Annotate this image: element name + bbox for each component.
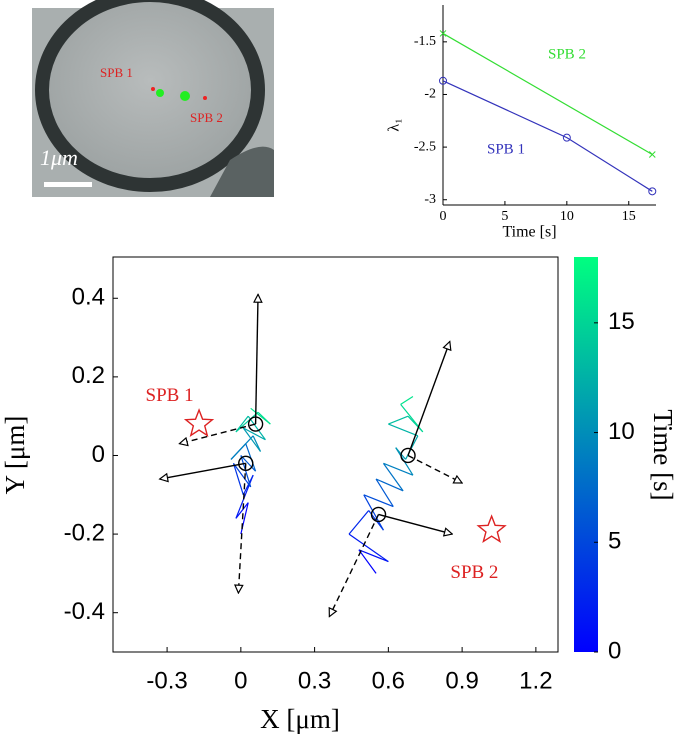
y-axis-label: λ₁	[386, 118, 403, 131]
trajectory-segment	[235, 502, 249, 519]
arrow	[407, 454, 462, 484]
center-marker	[238, 455, 254, 472]
scale-bar	[44, 182, 92, 187]
arrow	[329, 514, 380, 616]
point	[562, 133, 571, 142]
colorbar-label: Time [s]	[648, 409, 678, 500]
colorbar-tick-label: 5	[608, 528, 621, 555]
trajectory-segment	[358, 549, 389, 563]
x-axis-label: Time [s]	[502, 224, 556, 241]
star-marker	[183, 408, 215, 437]
x-tick-label: 10	[560, 209, 574, 224]
x-tick-label: 0.9	[445, 667, 478, 694]
series-line	[442, 32, 653, 155]
trajectory-segment	[250, 407, 271, 425]
trajectory-segment	[230, 435, 254, 460]
y-tick-label: -2.5	[414, 139, 436, 154]
trajectory-segment	[242, 427, 261, 452]
trajectory-segment	[242, 474, 254, 496]
colorbar-tick-label: 0	[608, 637, 621, 664]
series-line	[442, 80, 653, 192]
y-tick-label: 0	[92, 441, 105, 468]
trajectory-segment	[232, 463, 244, 495]
trajectory-segment	[358, 549, 377, 574]
star-label: SPB 1	[146, 385, 194, 406]
colorbar	[574, 257, 598, 652]
arrow	[407, 342, 450, 456]
y-tick-label: -1.5	[414, 34, 436, 49]
trajectory-segment	[348, 510, 370, 535]
y-tick-label: -2	[424, 87, 436, 102]
x-tick-label: 1.2	[519, 667, 552, 694]
trajectory-segment	[232, 462, 252, 488]
image-label: SPB 2	[190, 110, 223, 125]
trajectory-segment	[363, 494, 394, 508]
y-tick-label: -0.2	[64, 519, 105, 546]
trajectory-segment	[388, 415, 409, 425]
scale-label: 1μm	[40, 145, 78, 170]
x-tick-label: -0.3	[146, 667, 187, 694]
x-axis-label: X [μm]	[260, 704, 340, 734]
star-marker	[476, 514, 507, 544]
trajectory-segment	[388, 423, 419, 437]
y-tick-label: -3	[424, 192, 436, 207]
y-tick-label: -0.4	[64, 598, 105, 625]
trajectory-segment	[240, 455, 257, 472]
trajectory-segment	[247, 415, 266, 441]
x-tick-label: 0.6	[372, 667, 405, 694]
trajectory-segment	[243, 427, 266, 441]
point	[439, 76, 447, 85]
star-label: SPB 2	[450, 562, 498, 583]
trajectory-segment	[405, 435, 419, 460]
x-tick-label: 0	[440, 209, 447, 224]
arrow	[160, 462, 246, 479]
series-label: SPB 2	[548, 46, 586, 62]
y-axis-label: Y [μm]	[0, 416, 30, 495]
trajectory-segment	[400, 396, 414, 405]
x-tick-label: 5	[501, 209, 508, 224]
trajectory-segment	[240, 455, 252, 488]
y-tick-label: 0.2	[72, 362, 105, 389]
colorbar-tick-label: 10	[608, 418, 635, 445]
microscopy-image: SPB 1 SPB 2 1μm	[32, 0, 274, 197]
y-tick-label: 0.4	[72, 284, 105, 311]
arrow	[179, 423, 256, 444]
x-tick-label: 0.3	[298, 667, 331, 694]
point	[439, 30, 447, 37]
trajectory-segment	[348, 533, 389, 563]
trajectory-segment	[363, 494, 384, 531]
trajectory-segment	[235, 411, 259, 433]
center-marker	[370, 506, 387, 523]
center-marker	[400, 447, 416, 464]
image-label: SPB 1	[100, 65, 133, 80]
series-label: SPB 1	[487, 141, 525, 157]
point	[648, 151, 656, 158]
trajectory-segment	[382, 462, 404, 492]
trajectory-segment	[375, 478, 404, 492]
arrow	[256, 294, 258, 425]
trajectory-segment	[383, 462, 414, 476]
trajectory-segment	[375, 478, 394, 507]
x-tick-label: 0	[234, 667, 247, 694]
arrow	[238, 463, 247, 593]
arrow	[378, 513, 453, 534]
colorbar-tick-label: 15	[608, 308, 635, 335]
point	[648, 187, 657, 196]
x-tick-label: 15	[622, 209, 636, 224]
plot-frame	[112, 256, 559, 653]
center-marker	[247, 416, 264, 432]
